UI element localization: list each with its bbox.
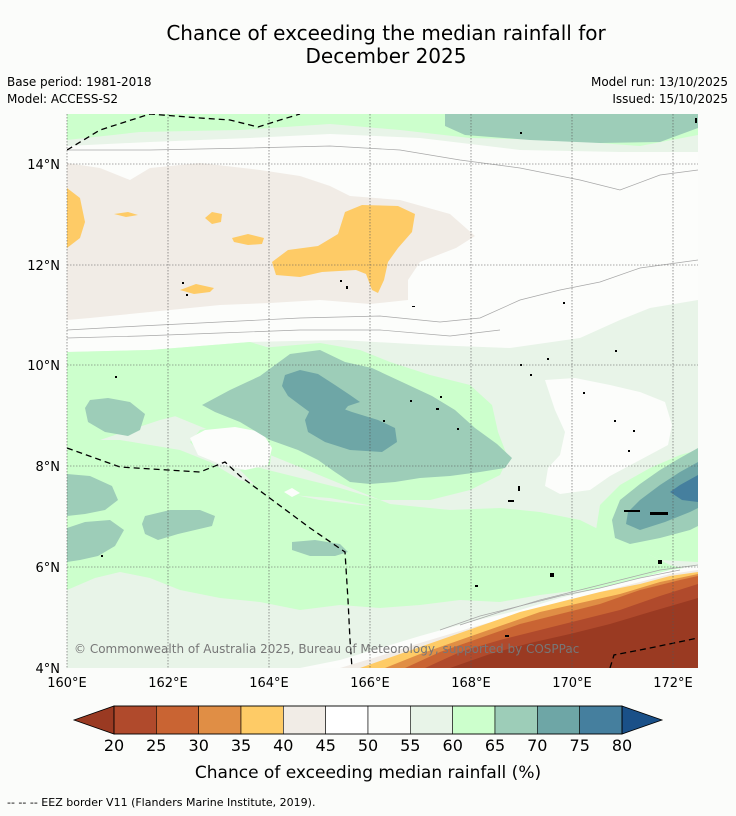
meta-left: Base period: 1981-2018 Model: ACCESS-S2 bbox=[7, 74, 152, 108]
cb-tick-25: 25 bbox=[146, 736, 166, 755]
lon-axis: 160°E 162°E 164°E 166°E 168°E 170°E 172°… bbox=[47, 676, 693, 691]
colorbar-segment-25-30 bbox=[156, 705, 199, 735]
region-70-75-right bbox=[626, 462, 698, 530]
cb-tick-50: 50 bbox=[358, 736, 378, 755]
region-35-40-main bbox=[272, 205, 415, 293]
cb-tick-70: 70 bbox=[527, 736, 547, 755]
lon-label-164: 164°E bbox=[249, 676, 289, 691]
cb-tick-65: 65 bbox=[485, 736, 505, 755]
cb-tick-55: 55 bbox=[400, 736, 420, 755]
lat-axis: 14°N 12°N 10°N 8°N 6°N 4°N bbox=[27, 158, 60, 677]
colorbar-segment-20-25 bbox=[113, 705, 157, 735]
eez-borders bbox=[67, 114, 698, 668]
colorbar-segment-30-35 bbox=[198, 705, 242, 735]
colorbar-segment-45-50 bbox=[325, 705, 369, 735]
cb-tick-40: 40 bbox=[273, 736, 293, 755]
lat-label-10: 10°N bbox=[27, 359, 60, 374]
cb-tick-45: 45 bbox=[316, 736, 336, 755]
region-65-70-top bbox=[445, 114, 698, 143]
region-65-70-mid2 bbox=[142, 510, 215, 540]
region-below20-lower-right bbox=[450, 598, 698, 668]
contour-map bbox=[67, 114, 698, 668]
islands bbox=[101, 118, 697, 637]
region-65-70-mid3 bbox=[292, 540, 348, 556]
colorbar-segment-50-55 bbox=[367, 705, 411, 735]
cb-tick-75: 75 bbox=[570, 736, 590, 755]
region-50-55-left-patch bbox=[190, 427, 272, 470]
region-35-40-left bbox=[67, 188, 85, 248]
colorbar-low-arrow bbox=[72, 705, 115, 735]
region-75-80-right bbox=[670, 475, 698, 502]
colorbar-segment-40-45 bbox=[283, 705, 326, 735]
colorbar: 20 25 30 35 40 45 50 55 60 65 70 75 80 C… bbox=[72, 705, 664, 783]
issued-date: Issued: 15/10/2025 bbox=[612, 92, 728, 106]
region-35-40-small4 bbox=[114, 212, 138, 217]
colorbar-segment-65-70 bbox=[494, 705, 538, 735]
title-line-2: December 2025 bbox=[305, 44, 467, 68]
region-70-75-middle2 bbox=[305, 404, 397, 452]
lat-label-6: 6°N bbox=[36, 561, 61, 576]
chart-title: Chance of exceeding the median rainfall … bbox=[0, 22, 736, 68]
colorbar-segment-75-80 bbox=[579, 705, 623, 735]
lon-label-162: 162°E bbox=[148, 676, 188, 691]
cb-tick-80: 80 bbox=[612, 736, 632, 755]
lon-label-172: 172°E bbox=[653, 676, 693, 691]
title-line-1: Chance of exceeding the median rainfall … bbox=[166, 21, 606, 45]
colorbar-frame bbox=[113, 705, 623, 735]
model-run: Model run: 13/10/2025 bbox=[590, 75, 728, 89]
contour-lines bbox=[67, 145, 698, 631]
lon-label-166: 166°E bbox=[350, 676, 390, 691]
region-60-65-lower bbox=[67, 440, 698, 610]
eez-footnote: -- -- -- EEZ border V11 (Flanders Marine… bbox=[7, 796, 316, 809]
cb-tick-20: 20 bbox=[104, 736, 124, 755]
lon-label-160: 160°E bbox=[47, 676, 87, 691]
lat-label-12: 12°N bbox=[27, 259, 60, 274]
eez-border-east bbox=[609, 637, 698, 668]
model-name: Model: ACCESS-S2 bbox=[7, 92, 119, 106]
colorbar-segment-35-40 bbox=[240, 705, 284, 735]
region-65-70-left3 bbox=[67, 520, 124, 562]
region-35-40-small3 bbox=[180, 284, 214, 294]
cb-tick-30: 30 bbox=[189, 736, 209, 755]
region-65-70-left bbox=[85, 398, 145, 436]
grid-lines bbox=[66, 114, 698, 668]
lat-label-14: 14°N bbox=[27, 158, 60, 173]
region-65-70-left2 bbox=[67, 474, 118, 516]
copyright-note: © Commonwealth of Australia 2025, Bureau… bbox=[74, 642, 579, 656]
lat-label-8: 8°N bbox=[36, 460, 61, 475]
cb-tick-60: 60 bbox=[443, 736, 463, 755]
lon-label-170: 170°E bbox=[552, 676, 592, 691]
colorbar-segment-60-65 bbox=[452, 705, 496, 735]
colorbar-high-arrow bbox=[621, 705, 664, 735]
colorbar-segment-55-60 bbox=[410, 705, 453, 735]
eez-border-west bbox=[67, 447, 353, 668]
region-50-55-right-patch bbox=[545, 378, 672, 494]
colorbar-segment-70-75 bbox=[537, 705, 580, 735]
lat-label-4: 4°N bbox=[36, 662, 61, 677]
cb-tick-35: 35 bbox=[231, 736, 251, 755]
base-period: Base period: 1981-2018 bbox=[7, 75, 152, 89]
region-35-40-small1 bbox=[205, 212, 222, 224]
region-35-40-small2 bbox=[232, 234, 264, 245]
region-45-50-small-left bbox=[284, 488, 300, 497]
colorbar-title: Chance of exceeding median rainfall (%) bbox=[195, 763, 541, 783]
lon-label-168: 168°E bbox=[451, 676, 491, 691]
meta-right: Model run: 13/10/2025 Issued: 15/10/2025 bbox=[591, 74, 728, 108]
